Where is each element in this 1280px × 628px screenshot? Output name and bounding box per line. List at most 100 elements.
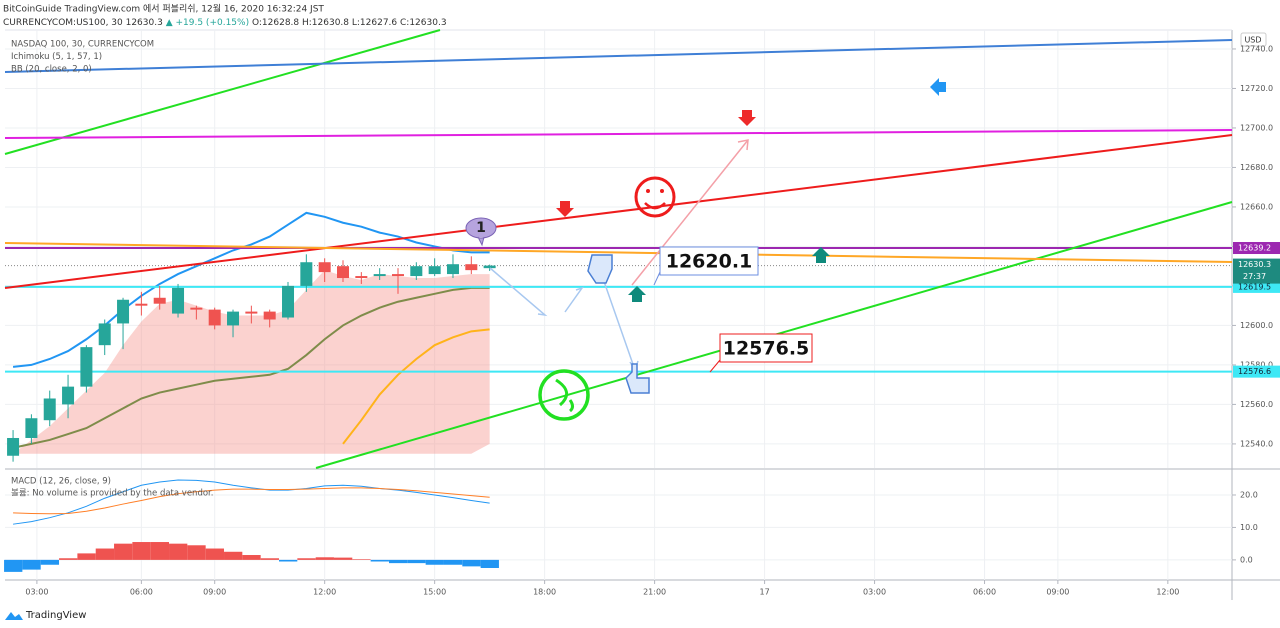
y-tick-label: 12660.0 — [1240, 202, 1273, 211]
indicator-line — [12, 211, 490, 368]
candle-body — [98, 323, 111, 346]
trend-line — [4, 29, 441, 155]
price-tag — [1233, 280, 1280, 293]
symbol: CURRENCYCOM:US100, 30 12630.3 — [3, 18, 163, 28]
histogram-bar — [480, 559, 499, 568]
y-tick-label: 12600.0 — [1240, 321, 1273, 330]
y-tick-label: 10.0 — [1240, 523, 1258, 532]
candle-body — [227, 311, 240, 326]
macd-line — [12, 479, 490, 525]
smiley-eye — [660, 189, 664, 193]
histogram-bar — [150, 542, 170, 560]
histogram-bar — [315, 557, 334, 560]
candle-body — [263, 311, 276, 320]
candle-body — [355, 276, 368, 279]
histogram-bar — [132, 542, 151, 560]
x-tick-label: 06:00 — [973, 588, 996, 597]
candle-body — [391, 274, 404, 277]
candle-body — [80, 347, 93, 387]
x-tick-label: 12:00 — [1156, 588, 1179, 597]
y-tick-label: 12700.0 — [1240, 123, 1273, 132]
histogram-bar — [77, 553, 96, 560]
symbol-line: CURRENCYCOM:US100, 30 12630.3 ▲ +19.5 (+… — [3, 18, 447, 28]
x-tick-label: 06:00 — [130, 588, 153, 597]
callout-box — [659, 246, 759, 276]
candle-body — [190, 307, 203, 310]
legend-entry: NASDAQ 100, 30, CURRENCYCOM — [11, 40, 154, 50]
logo — [5, 612, 23, 620]
countdown: 27:37 — [1243, 272, 1266, 281]
x-tick-label: 09:00 — [203, 588, 226, 597]
candle-body — [483, 265, 496, 269]
candle-body — [7, 437, 20, 456]
face-mark — [555, 378, 574, 413]
label-layer: BitCoinGuide TradingView.com 에서 퍼블리쉬, 12… — [3, 3, 1280, 621]
histogram-bar — [388, 559, 408, 564]
smiley-mouth — [644, 202, 666, 210]
callout-label: 12620.1 — [666, 251, 753, 273]
smiley-eye — [646, 189, 650, 193]
x-tick-label: 15:00 — [423, 588, 446, 597]
price-tag — [1233, 258, 1280, 284]
candle-body — [62, 386, 75, 405]
candle-body — [337, 266, 350, 279]
left-arrow — [930, 78, 946, 96]
currency: USD — [1244, 36, 1261, 45]
callout-box — [719, 333, 813, 363]
x-tick-label: 12:00 — [313, 588, 336, 597]
candle-body — [135, 303, 148, 306]
x-tick-label: 17 — [759, 588, 769, 597]
histogram-bar — [425, 559, 444, 565]
y-tick-label: 12680.0 — [1240, 163, 1273, 172]
x-tick-label: 03:00 — [863, 588, 886, 597]
histogram-bar — [59, 558, 78, 560]
histogram-bar — [114, 543, 133, 560]
y-tick-label: 12740.0 — [1240, 44, 1273, 53]
histogram-bar — [224, 551, 243, 560]
y-tick-label: 12540.0 — [1240, 439, 1273, 448]
histogram-bar — [4, 559, 23, 572]
candle-body — [153, 297, 166, 304]
histogram-bar — [22, 559, 41, 570]
histogram-bar — [297, 558, 316, 560]
candle-body — [318, 262, 331, 273]
histogram-bar — [370, 559, 389, 562]
trend-line — [4, 242, 1233, 263]
callout-label: 12576.5 — [723, 338, 810, 360]
histogram-bar — [334, 557, 353, 560]
candle-body — [172, 287, 185, 314]
price-tag-label: 12576.6 — [1238, 367, 1271, 376]
candle-body — [465, 264, 478, 271]
up-arrow — [628, 286, 646, 302]
callout-pointer — [653, 271, 661, 286]
candle-body — [282, 285, 295, 318]
histogram-bar — [279, 559, 298, 562]
x-tick-label: 03:00 — [25, 588, 48, 597]
legend-entry: Ichimoku (5, 1, 57, 1) — [11, 52, 102, 62]
grid-layer — [5, 29, 1280, 600]
down-arrow — [556, 201, 574, 217]
y-tick-label: 0.0 — [1240, 555, 1253, 564]
y-tick-label: 20.0 — [1240, 490, 1258, 499]
histogram-bar — [169, 543, 188, 560]
y-tick-label: 12580.0 — [1240, 360, 1273, 369]
trend-line — [4, 134, 1233, 289]
price-tag — [1233, 242, 1280, 255]
smiley — [634, 176, 676, 218]
hand-icon — [587, 254, 613, 284]
trend-line — [4, 129, 1233, 139]
change: ▲ +19.5 (+0.15%) — [166, 18, 249, 28]
x-tick-label: 21:00 — [643, 588, 666, 597]
histogram-bar — [260, 558, 279, 560]
price-tag-label: 12639.2 — [1238, 244, 1271, 253]
pane-note: 볼륨: No volume is provided by the data ve… — [11, 488, 213, 499]
histogram-bar — [407, 559, 426, 564]
indicator-line — [342, 328, 490, 445]
pink-arrow — [631, 139, 749, 286]
candle-body — [208, 309, 221, 326]
publisher: BitCoinGuide TradingView.com 에서 퍼블리쉬, 12… — [3, 3, 324, 15]
callout-pointer — [709, 359, 721, 373]
histogram-bar — [187, 545, 206, 560]
up-arrow — [812, 247, 830, 263]
